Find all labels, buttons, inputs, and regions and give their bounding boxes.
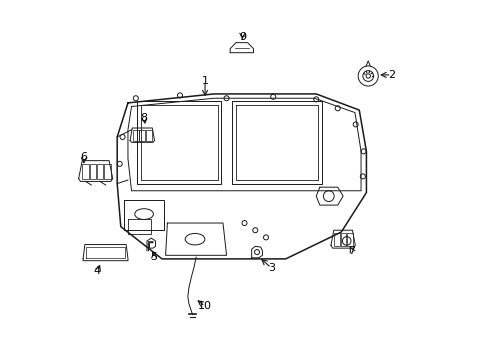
Text: 5: 5 xyxy=(150,252,157,262)
Text: 2: 2 xyxy=(387,70,394,80)
Text: 8: 8 xyxy=(140,113,147,123)
Text: 7: 7 xyxy=(348,246,355,256)
Text: 4: 4 xyxy=(94,266,101,276)
Bar xyxy=(89,163,96,179)
Text: 1: 1 xyxy=(201,76,208,86)
Bar xyxy=(146,130,152,141)
Text: 6: 6 xyxy=(80,152,87,162)
Bar xyxy=(104,163,110,179)
Bar xyxy=(346,233,352,246)
Bar xyxy=(132,130,138,141)
Text: 9: 9 xyxy=(238,32,245,41)
Bar xyxy=(340,233,346,246)
Bar xyxy=(333,233,339,246)
Bar xyxy=(82,163,88,179)
Text: 10: 10 xyxy=(198,301,212,311)
Text: 3: 3 xyxy=(267,263,274,273)
Bar xyxy=(97,163,103,179)
Bar xyxy=(139,130,145,141)
